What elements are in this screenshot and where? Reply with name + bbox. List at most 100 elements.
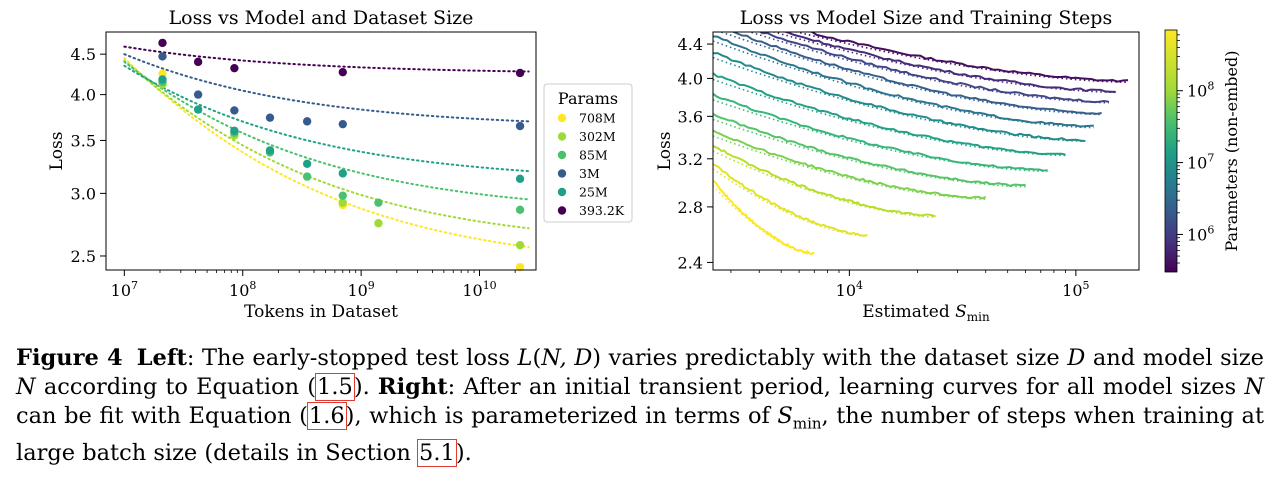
caption-text: : The early-stopped test loss <box>186 345 518 371</box>
caption-text: and model size <box>1085 345 1265 371</box>
left-y-ticks: 2.5 3.0 3.5 4.0 4.5 <box>71 45 106 266</box>
learning-curve-fit <box>713 99 1048 173</box>
caption-left-label: Left <box>136 345 187 371</box>
learning-curve-fit <box>771 32 1116 94</box>
x-tick-label: 105 <box>1062 279 1089 300</box>
y-tick-label: 2.8 <box>678 198 703 217</box>
caption-text: can be fit with Equation ( <box>16 403 308 429</box>
y-tick-label: 3.0 <box>71 184 96 203</box>
colorbar-tick-label: 107 <box>1187 152 1214 173</box>
caption-math: N <box>16 374 36 400</box>
left-fit-lines <box>123 45 530 249</box>
colorbar-tick-label: 106 <box>1187 223 1214 244</box>
learning-curve <box>713 144 936 218</box>
learning-curve <box>713 35 1094 128</box>
fit-line <box>123 60 530 201</box>
legend-marker <box>557 150 567 160</box>
data-point <box>374 219 383 228</box>
learning-curve-fit <box>713 40 1094 129</box>
y-tick-label: 4.5 <box>71 45 96 64</box>
legend-label: 85M <box>579 148 608 163</box>
right-learning-curves <box>713 32 1129 256</box>
figure-caption: Figure 4 Left: The early-stopped test los… <box>16 345 1265 467</box>
left-chart: Loss vs Model and Dataset Size 107 108 109… <box>47 7 633 322</box>
data-point <box>230 126 239 135</box>
learning-curve <box>805 32 1129 83</box>
right-y-ticks: 2.4 2.8 3.2 3.6 4.0 4.4 <box>678 35 713 272</box>
data-point <box>230 63 239 73</box>
data-point <box>158 75 167 84</box>
learning-curve-fit <box>713 184 815 256</box>
legend-title: Params <box>558 89 618 108</box>
caption-math: N <box>1244 374 1264 400</box>
legend-label: 3M <box>579 166 600 181</box>
learning-curve-fit <box>713 56 1086 143</box>
figure-svg: Loss vs Model and Dataset Size 107 108 109… <box>47 7 1241 324</box>
x-tick-label: 109 <box>347 279 374 300</box>
legend-label: 393.2K <box>579 203 625 218</box>
data-point <box>230 106 239 115</box>
left-data-points <box>158 38 525 272</box>
caption-math: D <box>1067 345 1086 371</box>
right-x-axis-label: Estimated Smin <box>862 302 990 324</box>
y-tick-label: 3.2 <box>678 150 703 169</box>
y-tick-label: 4.4 <box>678 35 703 54</box>
learning-curve <box>713 129 987 200</box>
colorbar-gradient <box>1164 29 1178 273</box>
learning-curve-fit <box>718 32 1102 116</box>
left-x-ticks: 107 108 109 1010 <box>111 270 516 300</box>
fit-line <box>123 64 530 173</box>
data-point <box>265 113 275 122</box>
caption-figure-label: Figure 4 <box>16 345 123 371</box>
learning-curve <box>713 52 1086 142</box>
section-ref-link[interactable]: 5.1 <box>417 438 457 467</box>
left-x-axis-label: Tokens in Dataset <box>244 302 398 322</box>
right-x-label-text: Estimated <box>862 302 950 322</box>
x-tick-label: 1010 <box>462 279 496 300</box>
legend-marker <box>557 113 567 123</box>
y-tick-label: 3.5 <box>71 131 96 150</box>
learning-curve-fit <box>713 135 986 200</box>
learning-curve <box>713 180 815 256</box>
equation-ref-link[interactable]: 1.6 <box>306 402 347 430</box>
equation-ref-link[interactable]: 1.5 <box>315 373 355 401</box>
caption-math: S <box>777 403 793 429</box>
data-point <box>158 38 167 48</box>
caption-text: ). <box>353 374 378 400</box>
left-legend: Params 708M 302M 85M 3M 25M 393.2K <box>543 83 633 223</box>
data-point <box>338 191 347 200</box>
data-point <box>158 52 167 61</box>
data-point <box>515 240 525 250</box>
right-x-ticks: 104 105 <box>730 270 1090 300</box>
learning-curve <box>713 93 1048 172</box>
data-point <box>515 174 525 184</box>
data-point <box>515 68 525 78</box>
caption-text: , the number of steps when training at l… <box>16 403 1265 466</box>
caption-text: ). <box>455 439 472 466</box>
data-point <box>302 159 312 168</box>
learning-curve-fit <box>713 118 1026 188</box>
legend-label: 302M <box>579 129 616 144</box>
data-point <box>193 90 203 99</box>
caption-math: N, D <box>541 345 593 371</box>
left-chart-title: Loss vs Model and Dataset Size <box>169 7 474 29</box>
learning-curve-fit <box>713 78 1066 157</box>
x-tick-label: 108 <box>229 279 256 300</box>
learning-curve <box>759 32 1110 104</box>
left-plot-frame <box>105 31 537 271</box>
legend-items: 708M 302M 85M 3M 25M 393.2K <box>557 111 625 218</box>
x-tick-label: 104 <box>836 279 863 300</box>
learning-curve-fit <box>713 150 936 218</box>
right-chart: Loss vs Model Size and Training Steps 10… <box>655 7 1241 324</box>
data-point <box>515 262 525 272</box>
right-chart-title: Loss vs Model Size and Training Steps <box>740 7 1112 29</box>
right-plot-frame <box>712 31 1140 271</box>
colorbar-tick-label: 108 <box>1187 80 1214 101</box>
right-y-axis-label: Loss <box>655 132 675 171</box>
learning-curve <box>713 112 1026 187</box>
legend-marker <box>557 132 567 141</box>
learning-curve-fit <box>713 168 868 237</box>
fit-line <box>123 59 530 230</box>
fit-line <box>123 57 530 249</box>
fit-line <box>123 53 530 123</box>
